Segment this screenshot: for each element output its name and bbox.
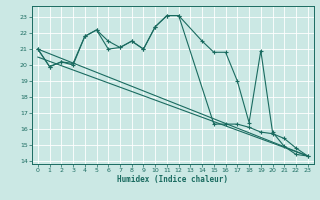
- X-axis label: Humidex (Indice chaleur): Humidex (Indice chaleur): [117, 175, 228, 184]
